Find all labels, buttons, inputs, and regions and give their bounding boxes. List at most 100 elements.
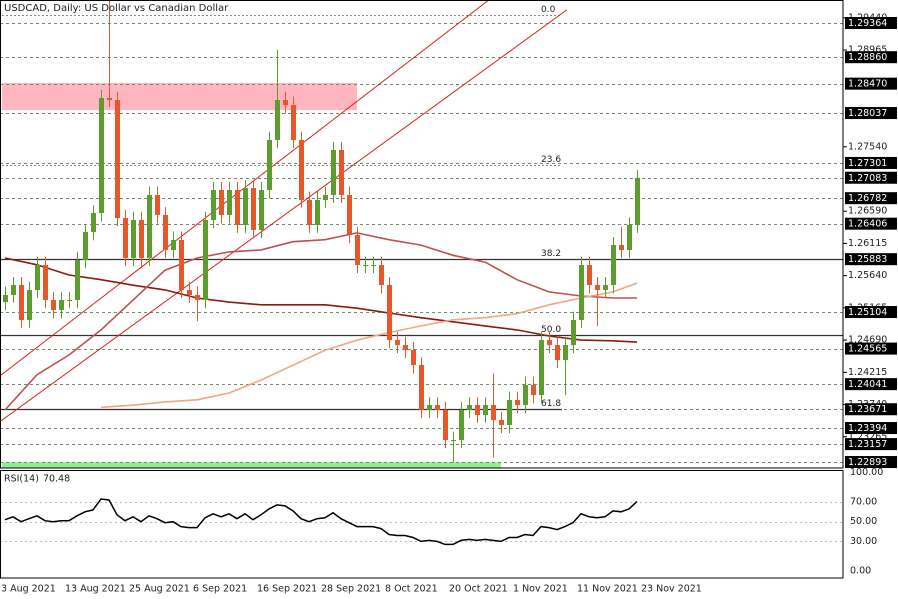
candle-body xyxy=(363,265,368,267)
candle-body xyxy=(35,265,40,291)
x-tick-label: 11 Nov 2021 xyxy=(577,584,638,595)
candle-body xyxy=(491,405,496,421)
candle-body xyxy=(259,190,264,230)
level-box xyxy=(845,253,897,266)
fib-label: 23.6 xyxy=(541,155,561,165)
level-box xyxy=(845,217,897,230)
level-label: 1.28860 xyxy=(848,52,887,63)
level-label: 1.28037 xyxy=(848,108,887,119)
candle-body xyxy=(339,150,344,195)
level-label: 1.27301 xyxy=(848,158,887,169)
rsi-name: RSI(14) xyxy=(4,474,39,485)
y-tick-label: 1.28965 xyxy=(848,45,887,56)
level-box xyxy=(845,403,897,416)
candle-body xyxy=(179,240,184,291)
candle-body xyxy=(139,220,144,259)
price-plot: 0.0 23.6 38.2 50.0 61.8 xyxy=(0,0,843,468)
candle-body xyxy=(387,285,392,341)
axes: 1.294401.289651.275401.265901.261151.256… xyxy=(1,12,897,595)
x-tick-label: 8 Oct 2021 xyxy=(385,584,438,595)
level-box xyxy=(845,342,897,355)
rsi-frame xyxy=(0,470,844,579)
candle-body xyxy=(587,265,592,286)
candle-body xyxy=(595,285,600,291)
candle-body xyxy=(203,220,208,301)
x-tick-label: 13 Aug 2021 xyxy=(65,584,126,595)
candle-body xyxy=(11,285,16,295)
fib-label: 61.8 xyxy=(541,399,561,409)
candle-body xyxy=(443,409,448,441)
candle-body xyxy=(171,240,176,251)
y-tick-label: 1.26590 xyxy=(848,206,887,217)
level-box xyxy=(845,107,897,120)
x-tick-label: 3 Aug 2021 xyxy=(1,584,56,595)
candle-body xyxy=(107,98,112,101)
candle-body xyxy=(427,405,432,410)
candle-body xyxy=(219,190,224,216)
candle-body xyxy=(187,290,192,295)
candle-body xyxy=(83,232,88,260)
level-label: 1.25104 xyxy=(848,307,887,318)
x-tick-label: 6 Sep 2021 xyxy=(193,584,247,595)
level-label: 1.28470 xyxy=(848,79,887,90)
level-label: 1.27083 xyxy=(848,173,887,184)
candle-body xyxy=(619,244,624,251)
chart-title: USDCAD, Daily: US Dollar vs Canadian Dol… xyxy=(4,3,229,14)
moving-average xyxy=(100,282,638,409)
candle-body xyxy=(227,190,232,216)
y-tick-label: 1.24690 xyxy=(848,335,887,346)
x-tick-label: 20 Oct 2021 xyxy=(449,584,508,595)
x-tick-label: 25 Aug 2021 xyxy=(129,584,190,595)
candle-body xyxy=(147,194,152,259)
candle-body xyxy=(43,265,48,301)
level-box xyxy=(845,192,897,205)
level-box xyxy=(845,77,897,90)
rsi-tick-label: 30.00 xyxy=(850,536,877,547)
x-tick-label: 23 Nov 2021 xyxy=(641,584,702,595)
level-label: 1.26406 xyxy=(848,219,887,230)
level-label: 1.23157 xyxy=(848,439,887,450)
candle-body xyxy=(275,100,280,141)
candle-body xyxy=(571,320,576,345)
x-tick-label: 28 Sep 2021 xyxy=(321,584,381,595)
candle-body xyxy=(475,405,480,416)
level-box xyxy=(845,171,897,184)
rsi-tick-label: 50.00 xyxy=(850,516,877,527)
level-box xyxy=(845,378,897,391)
fib-label: 0.0 xyxy=(541,5,556,15)
trendline xyxy=(0,9,568,423)
level-label: 1.23394 xyxy=(848,423,887,434)
rsi-line xyxy=(4,498,638,546)
level-label: 1.24041 xyxy=(848,379,887,390)
candle-body xyxy=(51,300,56,310)
candle-body xyxy=(499,420,504,426)
level-label: 1.25883 xyxy=(848,254,887,265)
candle-body xyxy=(627,225,632,251)
candle-body xyxy=(323,194,328,201)
level-box xyxy=(845,306,897,319)
candle-body xyxy=(579,265,584,321)
candle-body xyxy=(163,215,168,251)
candle-body xyxy=(563,344,568,360)
x-tick-label: 1 Nov 2021 xyxy=(513,584,568,595)
candle-body xyxy=(403,344,408,351)
fib-label: 38.2 xyxy=(541,249,561,259)
level-box xyxy=(845,156,897,169)
candle-body xyxy=(115,100,120,218)
level-label: 1.24565 xyxy=(848,344,887,355)
candle-body xyxy=(267,140,272,191)
level-label: 1.23671 xyxy=(848,404,887,415)
candle-body xyxy=(155,194,160,216)
candle-body xyxy=(467,405,472,410)
candle-body xyxy=(411,350,416,366)
level-box xyxy=(845,16,897,29)
y-tick-label: 1.26115 xyxy=(848,238,887,249)
candle-body xyxy=(67,300,72,302)
rsi-plot xyxy=(0,498,843,546)
zone xyxy=(2,82,357,111)
candle-body xyxy=(307,200,312,226)
fib-label: 50.0 xyxy=(541,325,561,335)
candle-body xyxy=(483,405,488,416)
candle-body xyxy=(379,265,384,286)
